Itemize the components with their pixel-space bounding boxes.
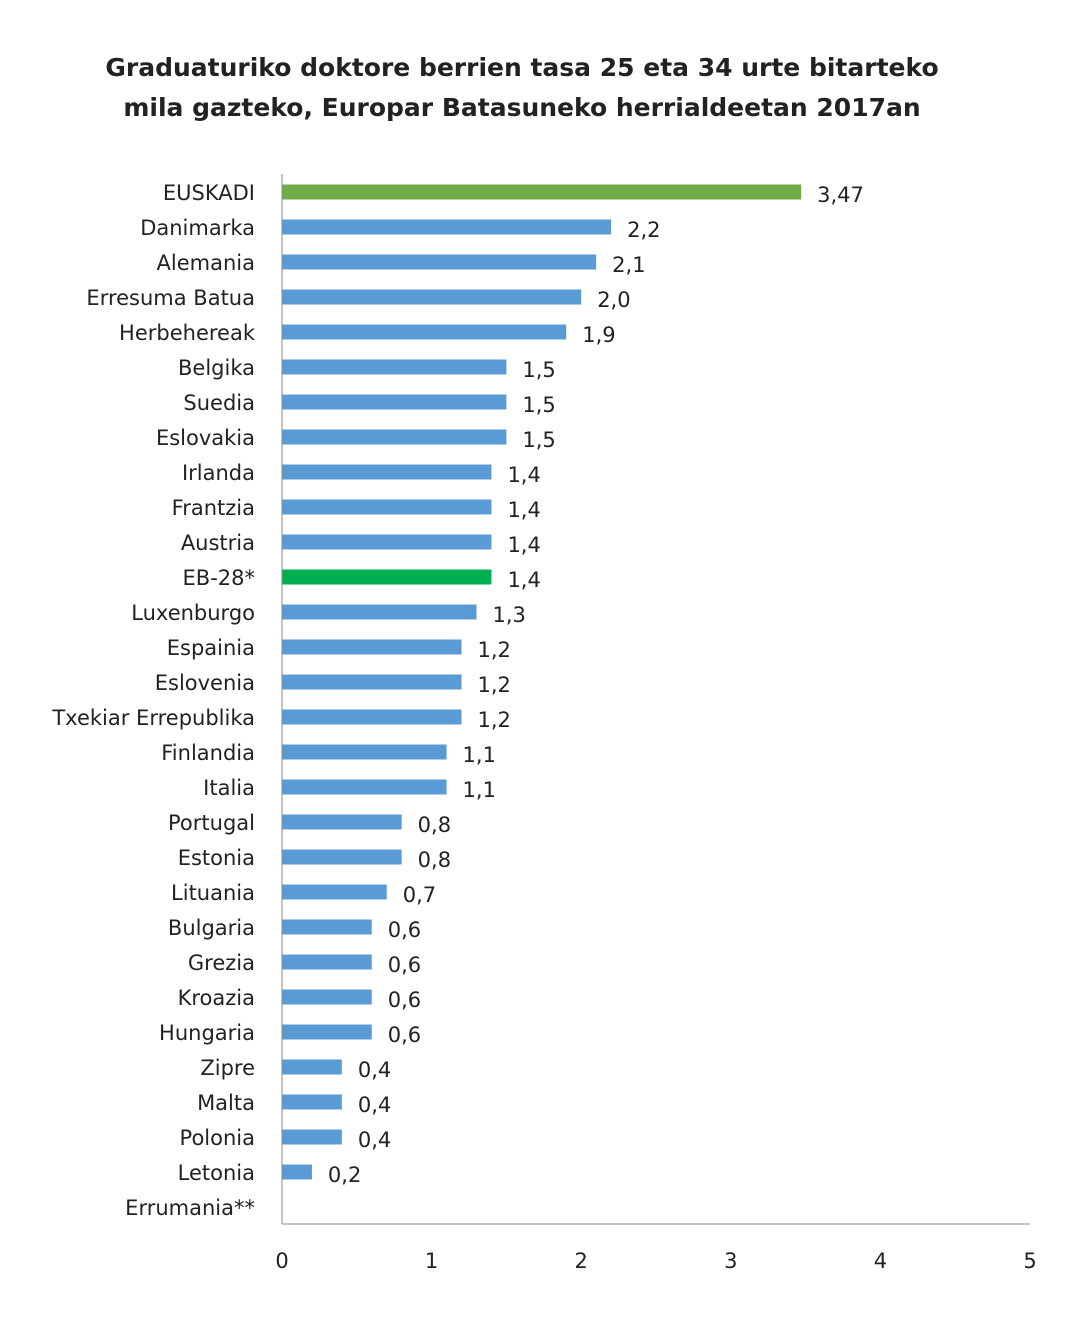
x-tick-label: 4 bbox=[874, 1249, 887, 1273]
category-label: Malta bbox=[197, 1091, 255, 1115]
chart-title-line-2: mila gazteko, Europar Batasuneko herrial… bbox=[123, 93, 921, 122]
bar bbox=[282, 219, 612, 235]
bar bbox=[282, 674, 462, 690]
category-label: Grezia bbox=[188, 951, 255, 975]
data-label: 1,5 bbox=[522, 428, 555, 452]
data-label: 0,2 bbox=[328, 1163, 361, 1187]
chart-title-line-1: Graduaturiko doktore berrien tasa 25 eta… bbox=[105, 53, 939, 82]
data-label: 0,8 bbox=[418, 813, 451, 837]
category-label: Polonia bbox=[180, 1126, 255, 1150]
chart-title: Graduaturiko doktore berrien tasa 25 eta… bbox=[0, 48, 1044, 128]
data-label: 1,4 bbox=[507, 568, 540, 592]
data-label: 1,4 bbox=[507, 463, 540, 487]
bar bbox=[282, 1024, 372, 1040]
data-label: 0,8 bbox=[418, 848, 451, 872]
data-label: 1,4 bbox=[507, 498, 540, 522]
bar bbox=[282, 919, 372, 935]
bar bbox=[282, 569, 492, 585]
category-label: Belgika bbox=[178, 356, 255, 380]
bar bbox=[282, 709, 462, 725]
data-label: 1,5 bbox=[522, 393, 555, 417]
category-label: Austria bbox=[181, 531, 255, 555]
bar bbox=[282, 1059, 342, 1075]
x-tick-label: 1 bbox=[425, 1249, 438, 1273]
category-label: Bulgaria bbox=[168, 916, 255, 940]
category-label: Zipre bbox=[200, 1056, 255, 1080]
bar bbox=[282, 324, 567, 340]
category-label: Frantzia bbox=[172, 496, 255, 520]
category-label: Danimarka bbox=[140, 216, 255, 240]
bar bbox=[282, 884, 387, 900]
bar bbox=[282, 639, 462, 655]
data-label: 1,4 bbox=[507, 533, 540, 557]
data-label: 1,9 bbox=[582, 323, 615, 347]
data-label: 0,6 bbox=[388, 988, 421, 1012]
category-label: Lituania bbox=[171, 881, 255, 905]
category-label: Irlanda bbox=[182, 461, 255, 485]
bar bbox=[282, 779, 447, 795]
bar bbox=[282, 744, 447, 760]
category-label: Luxenburgo bbox=[131, 601, 255, 625]
data-label: 1,3 bbox=[492, 603, 525, 627]
bar bbox=[282, 429, 507, 445]
category-label: Alemania bbox=[157, 251, 255, 275]
data-label: 0,7 bbox=[403, 883, 436, 907]
data-label: 2,1 bbox=[612, 253, 645, 277]
bar bbox=[282, 1164, 312, 1180]
bar bbox=[282, 814, 402, 830]
data-label: 1,5 bbox=[522, 358, 555, 382]
bar bbox=[282, 1129, 342, 1145]
data-label: 0,4 bbox=[358, 1058, 391, 1082]
data-label: 3,47 bbox=[817, 183, 864, 207]
bar bbox=[282, 849, 402, 865]
category-label: EUSKADI bbox=[163, 181, 255, 205]
data-label: 2,2 bbox=[627, 218, 660, 242]
data-label: 1,2 bbox=[478, 673, 511, 697]
category-label: Letonia bbox=[178, 1161, 255, 1185]
x-tick-label: 5 bbox=[1023, 1249, 1036, 1273]
bar bbox=[282, 499, 492, 515]
data-label: 0,6 bbox=[388, 953, 421, 977]
data-label: 0,4 bbox=[358, 1093, 391, 1117]
category-label: Errumania** bbox=[125, 1196, 255, 1220]
data-label: 2,0 bbox=[597, 288, 630, 312]
data-label: 0,4 bbox=[358, 1128, 391, 1152]
bar bbox=[282, 1094, 342, 1110]
category-label: Eslovenia bbox=[155, 671, 255, 695]
data-label: 1,1 bbox=[463, 743, 496, 767]
data-label: 0,6 bbox=[388, 1023, 421, 1047]
data-label: 0,6 bbox=[388, 918, 421, 942]
category-label: Estonia bbox=[178, 846, 255, 870]
x-tick-label: 2 bbox=[575, 1249, 588, 1273]
bar bbox=[282, 954, 372, 970]
data-label: 1,1 bbox=[463, 778, 496, 802]
x-tick-label: 3 bbox=[724, 1249, 737, 1273]
x-tick-label: 0 bbox=[275, 1249, 288, 1273]
category-label: Hungaria bbox=[159, 1021, 255, 1045]
category-label: Portugal bbox=[168, 811, 255, 835]
category-label: Italia bbox=[203, 776, 255, 800]
bar bbox=[282, 289, 582, 305]
data-label: 1,2 bbox=[478, 638, 511, 662]
bar bbox=[282, 464, 492, 480]
bar bbox=[282, 534, 492, 550]
bar bbox=[282, 254, 597, 270]
bar bbox=[282, 184, 802, 200]
category-label: Erresuma Batua bbox=[86, 286, 255, 310]
bar bbox=[282, 394, 507, 410]
bar bbox=[282, 989, 372, 1005]
category-label: Herbehereak bbox=[119, 321, 256, 345]
category-label: Txekiar Errepublika bbox=[51, 706, 255, 730]
category-label: Finlandia bbox=[161, 741, 255, 765]
category-label: Eslovakia bbox=[156, 426, 255, 450]
category-label: Suedia bbox=[183, 391, 255, 415]
category-label: Kroazia bbox=[178, 986, 255, 1010]
category-label: EB-28* bbox=[183, 566, 255, 590]
data-label: 1,2 bbox=[478, 708, 511, 732]
category-label: Espainia bbox=[167, 636, 255, 660]
bar bbox=[282, 359, 507, 375]
bar bbox=[282, 604, 477, 620]
